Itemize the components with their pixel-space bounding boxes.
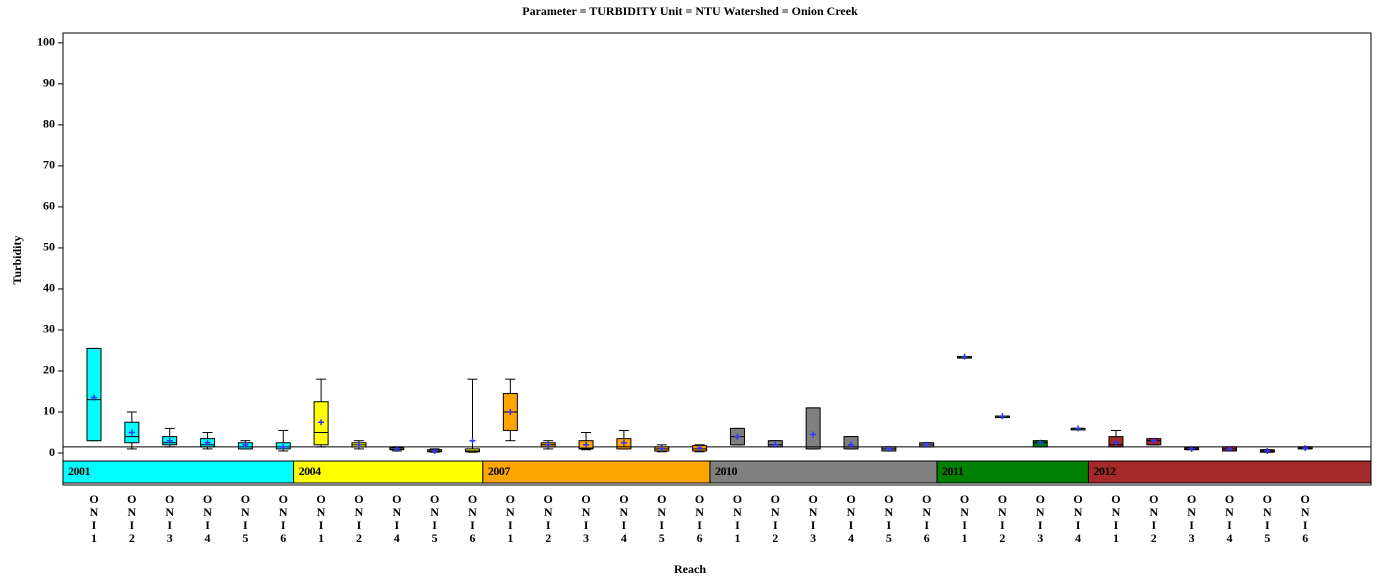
box — [86, 347, 102, 442]
x-tick-label: ONI6 — [1298, 492, 1313, 544]
x-tick-label: ONI3 — [579, 492, 594, 544]
mean-marker — [810, 431, 817, 438]
x-tick-label: ONI4 — [200, 492, 215, 544]
x-tick-label: ONI6 — [692, 492, 707, 544]
year-label: 2012 — [1093, 464, 1116, 478]
box — [805, 407, 821, 450]
mean-marker — [166, 437, 173, 444]
x-tick-label: ONI2 — [1146, 492, 1161, 544]
y-tick-label: 40 — [43, 281, 55, 295]
year-label: 2007 — [488, 464, 511, 478]
chart-title: Parameter = TURBIDITY Unit = NTU Watersh… — [522, 4, 858, 18]
mean-marker — [1037, 439, 1044, 446]
mean-marker — [923, 441, 930, 448]
mean-marker — [393, 445, 400, 452]
x-tick-label: ONI4 — [616, 492, 631, 544]
x-tick-label: ONI3 — [1184, 492, 1199, 544]
mean-marker — [583, 441, 590, 448]
x-axis-label: Reach — [674, 562, 706, 576]
box — [465, 448, 480, 453]
mean-marker — [469, 437, 476, 444]
x-tick-label: ONI2 — [995, 492, 1010, 544]
y-tick-label: 10 — [43, 404, 55, 418]
y-tick-label: 30 — [43, 322, 55, 336]
y-tick-label: 80 — [43, 117, 55, 131]
x-tick-label: ONI3 — [162, 492, 177, 544]
mean-marker — [545, 441, 552, 448]
year-band — [62, 460, 295, 484]
y-tick-label: 50 — [43, 240, 55, 254]
x-tick-label: ONI1 — [1108, 492, 1123, 544]
x-tick-label: ONI2 — [351, 492, 366, 544]
mean-marker — [1188, 445, 1195, 452]
x-tick-label: ONI1 — [730, 492, 745, 544]
plot-frame — [62, 32, 1372, 486]
year-label: 2004 — [299, 464, 322, 478]
mean-marker — [204, 439, 211, 446]
y-tick-label: 60 — [43, 199, 55, 213]
y-tick-label: 90 — [43, 76, 55, 90]
mean-marker — [1302, 445, 1309, 452]
x-tick-label: ONI4 — [1222, 492, 1237, 544]
mean-marker — [1150, 437, 1157, 444]
x-tick-label: ONI2 — [124, 492, 139, 544]
x-tick-label: ONI3 — [806, 492, 821, 544]
x-tick-label: ONI1 — [957, 492, 972, 544]
mean-marker — [355, 441, 362, 448]
mean-marker — [961, 353, 968, 360]
x-tick-label: ONI6 — [465, 492, 480, 544]
mean-marker — [507, 408, 514, 415]
x-tick-label: ONI1 — [503, 492, 518, 544]
x-tick-label: ONI3 — [1033, 492, 1048, 544]
year-band — [293, 460, 484, 484]
x-tick-label: ONI5 — [427, 492, 442, 544]
mean-marker — [128, 429, 135, 436]
mean-marker — [431, 447, 438, 454]
mean-marker — [1112, 439, 1119, 446]
y-tick-label: 70 — [43, 158, 55, 172]
mean-marker — [1226, 445, 1233, 452]
mean-marker — [848, 441, 854, 448]
mean-marker — [1075, 425, 1082, 432]
mean-marker — [242, 441, 249, 448]
x-tick-label: ONI6 — [276, 492, 291, 544]
x-tick-label: ONI1 — [314, 492, 329, 544]
x-tick-label: ONI4 — [1071, 492, 1086, 544]
y-tick-label: 20 — [43, 363, 55, 377]
y-tick-label: 100 — [37, 35, 55, 49]
mean-marker — [91, 394, 97, 401]
mean-marker — [885, 445, 892, 452]
mean-marker — [696, 445, 703, 452]
x-tick-label: ONI2 — [541, 492, 556, 544]
year-band — [709, 460, 938, 484]
x-tick-label: ONI6 — [919, 492, 934, 544]
year-label: 2001 — [68, 464, 91, 478]
year-label: 2010 — [715, 464, 738, 478]
x-tick-label: ONI5 — [881, 492, 896, 544]
mean-marker — [772, 441, 779, 448]
x-tick-label: ONI5 — [238, 492, 253, 544]
x-tick-label: ONI5 — [1260, 492, 1275, 544]
mean-marker — [734, 433, 741, 440]
year-band — [1087, 460, 1372, 484]
mean-marker — [280, 443, 287, 450]
year-band — [482, 460, 711, 484]
mean-marker — [658, 445, 665, 452]
y-axis-label: Turbidity — [10, 236, 24, 285]
y-tick-label: 0 — [49, 445, 55, 459]
x-tick-label: ONI2 — [768, 492, 783, 544]
x-tick-label: ONI4 — [844, 492, 858, 544]
year-label: 2011 — [942, 464, 964, 478]
x-tick-label: ONI1 — [87, 492, 101, 544]
mean-marker — [999, 413, 1006, 420]
mean-marker — [318, 419, 325, 426]
x-tick-label: ONI4 — [389, 492, 404, 544]
mean-marker — [620, 439, 627, 446]
x-tick-label: ONI5 — [654, 492, 669, 544]
mean-marker — [1264, 447, 1271, 454]
